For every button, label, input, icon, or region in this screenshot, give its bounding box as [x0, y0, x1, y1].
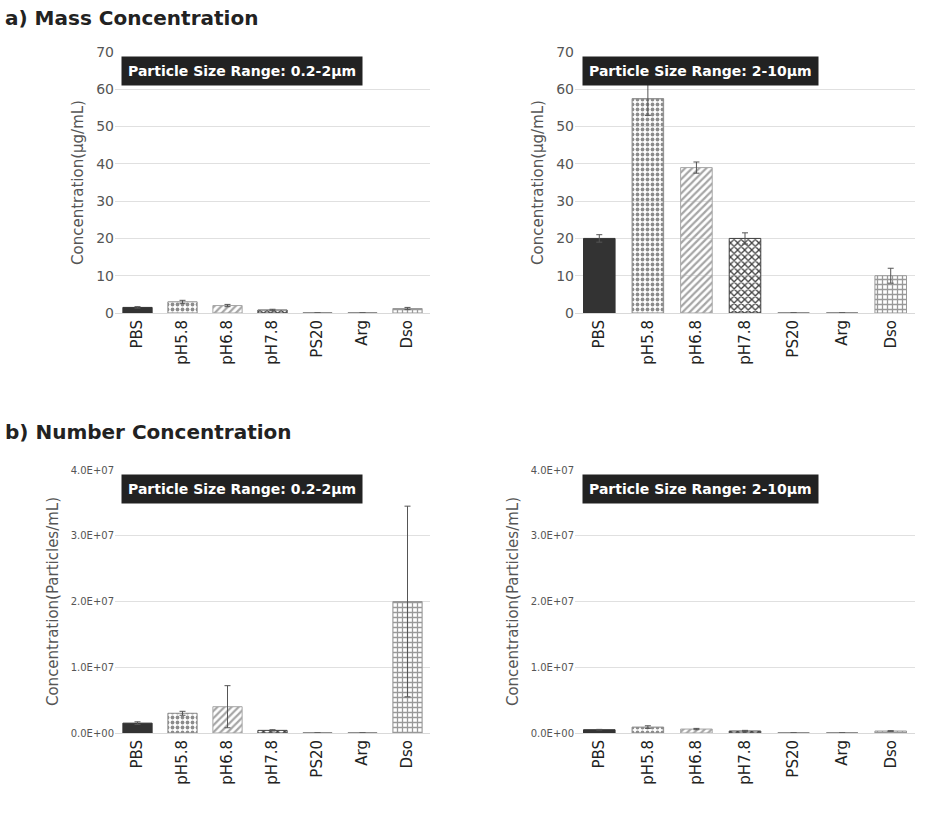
svg-text:pH6.8: pH6.8	[687, 740, 705, 785]
svg-text:2.0E+07: 2.0E+07	[531, 596, 574, 607]
svg-text:0: 0	[565, 305, 574, 321]
svg-text:Concentration(Particles/mL): Concentration(Particles/mL)	[44, 497, 62, 706]
svg-text:10: 10	[96, 268, 114, 284]
svg-text:Dso: Dso	[882, 740, 900, 769]
svg-text:Particle Size Range: 0.2-2µm: Particle Size Range: 0.2-2µm	[128, 63, 356, 79]
svg-text:30: 30	[556, 193, 574, 209]
svg-text:4.0E+07: 4.0E+07	[71, 465, 114, 476]
svg-text:Concentration(µg/mL): Concentration(µg/mL)	[69, 100, 87, 265]
svg-text:70: 70	[556, 44, 574, 60]
svg-text:3.0E+07: 3.0E+07	[71, 530, 114, 541]
svg-text:pH5.8: pH5.8	[639, 740, 657, 785]
svg-text:pH7.8: pH7.8	[263, 320, 281, 365]
svg-text:Dso: Dso	[398, 740, 416, 769]
svg-text:40: 40	[96, 156, 114, 172]
svg-text:Dso: Dso	[398, 320, 416, 349]
svg-text:0: 0	[105, 305, 114, 321]
svg-text:PBS: PBS	[590, 740, 608, 769]
svg-text:PBS: PBS	[128, 320, 146, 349]
svg-text:pH6.8: pH6.8	[687, 320, 705, 365]
svg-text:60: 60	[556, 81, 574, 97]
svg-text:4.0E+07: 4.0E+07	[531, 465, 574, 476]
svg-text:pH5.8: pH5.8	[173, 320, 191, 365]
svg-text:Arg: Arg	[833, 320, 851, 346]
svg-text:70: 70	[96, 44, 114, 60]
svg-text:Arg: Arg	[353, 320, 371, 346]
svg-text:pH6.8: pH6.8	[218, 320, 236, 365]
svg-text:pH5.8: pH5.8	[173, 740, 191, 785]
svg-text:1.0E+07: 1.0E+07	[71, 662, 114, 673]
svg-text:PBS: PBS	[128, 740, 146, 769]
svg-text:20: 20	[96, 230, 114, 246]
svg-text:2.0E+07: 2.0E+07	[71, 596, 114, 607]
svg-text:PS20: PS20	[308, 740, 326, 778]
svg-text:40: 40	[556, 156, 574, 172]
svg-text:pH7.8: pH7.8	[736, 740, 754, 785]
svg-text:Particle Size Range: 2-10µm: Particle Size Range: 2-10µm	[589, 63, 812, 79]
svg-text:20: 20	[556, 230, 574, 246]
svg-text:Dso: Dso	[882, 320, 900, 349]
svg-text:0.0E+00: 0.0E+00	[71, 728, 114, 739]
svg-text:0.0E+00: 0.0E+00	[531, 728, 574, 739]
svg-text:50: 50	[556, 118, 574, 134]
svg-text:3.0E+07: 3.0E+07	[531, 530, 574, 541]
svg-text:Arg: Arg	[353, 740, 371, 766]
svg-text:pH5.8: pH5.8	[639, 320, 657, 365]
svg-text:pH7.8: pH7.8	[736, 320, 754, 365]
svg-text:10: 10	[556, 268, 574, 284]
svg-text:Concentration(Particles/mL): Concentration(Particles/mL)	[504, 497, 522, 706]
svg-text:pH6.8: pH6.8	[218, 740, 236, 785]
svg-text:PS20: PS20	[308, 320, 326, 358]
svg-text:Concentration(µg/mL): Concentration(µg/mL)	[529, 100, 547, 265]
svg-text:pH7.8: pH7.8	[263, 740, 281, 785]
svg-text:b) Number Concentration: b) Number Concentration	[5, 420, 292, 444]
svg-text:Arg: Arg	[833, 740, 851, 766]
svg-text:50: 50	[96, 118, 114, 134]
svg-text:a) Mass Concentration: a) Mass Concentration	[5, 6, 258, 30]
svg-text:60: 60	[96, 81, 114, 97]
svg-text:Particle Size Range: 2-10µm: Particle Size Range: 2-10µm	[589, 481, 812, 497]
svg-text:PS20: PS20	[784, 740, 802, 778]
svg-text:30: 30	[96, 193, 114, 209]
svg-text:1.0E+07: 1.0E+07	[531, 662, 574, 673]
svg-text:PS20: PS20	[784, 320, 802, 358]
svg-text:PBS: PBS	[590, 320, 608, 349]
svg-text:Particle Size Range: 0.2-2µm: Particle Size Range: 0.2-2µm	[128, 481, 356, 497]
